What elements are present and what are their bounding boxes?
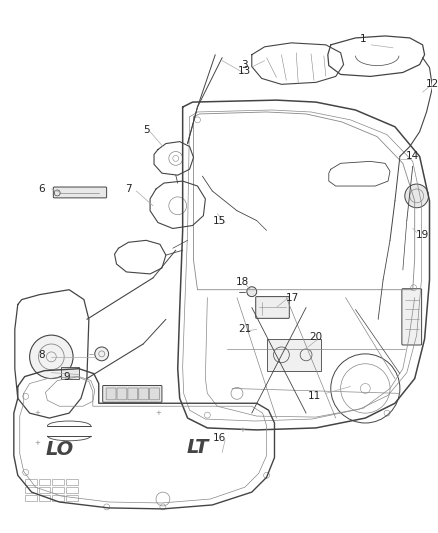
Bar [25, 487, 36, 493]
FancyBboxPatch shape [117, 388, 127, 400]
Bar [61, 367, 79, 378]
Text: +: + [155, 410, 161, 416]
Text: 21: 21 [238, 324, 251, 334]
Bar [66, 487, 78, 493]
Bar [39, 487, 50, 493]
Text: 19: 19 [416, 230, 429, 240]
FancyBboxPatch shape [139, 388, 148, 400]
Bar [267, 339, 321, 370]
FancyBboxPatch shape [102, 385, 162, 402]
Text: 1: 1 [360, 34, 367, 44]
Bar [25, 495, 36, 501]
Bar [39, 479, 50, 485]
Circle shape [405, 184, 428, 208]
Text: +: + [35, 410, 40, 416]
Text: 20: 20 [309, 332, 322, 342]
Text: 12: 12 [426, 79, 438, 90]
FancyBboxPatch shape [53, 187, 106, 198]
Bar [52, 495, 64, 501]
Bar [25, 479, 36, 485]
Circle shape [30, 335, 73, 378]
Text: LO: LO [45, 440, 74, 459]
FancyBboxPatch shape [256, 297, 290, 318]
Text: 8: 8 [38, 350, 45, 360]
Text: 11: 11 [307, 391, 321, 401]
Bar [52, 479, 64, 485]
Text: 6: 6 [38, 184, 45, 194]
Circle shape [95, 347, 109, 361]
Text: 9: 9 [64, 372, 71, 382]
Text: 14: 14 [406, 151, 419, 161]
FancyBboxPatch shape [402, 289, 422, 345]
Text: LT: LT [186, 438, 208, 457]
Text: +: + [35, 440, 40, 446]
Bar [39, 495, 50, 501]
Text: 3: 3 [241, 60, 248, 70]
Text: 18: 18 [236, 277, 250, 287]
Bar [66, 495, 78, 501]
Text: 16: 16 [212, 433, 226, 443]
Text: 17: 17 [286, 293, 299, 303]
Text: 7: 7 [125, 184, 132, 194]
Text: +: + [239, 427, 245, 433]
Circle shape [247, 287, 257, 297]
Bar [52, 487, 64, 493]
Text: 15: 15 [212, 215, 226, 225]
Text: 13: 13 [238, 66, 251, 76]
FancyBboxPatch shape [128, 388, 138, 400]
Bar [66, 479, 78, 485]
Text: 5: 5 [143, 125, 149, 135]
FancyBboxPatch shape [150, 388, 159, 400]
FancyBboxPatch shape [106, 388, 116, 400]
